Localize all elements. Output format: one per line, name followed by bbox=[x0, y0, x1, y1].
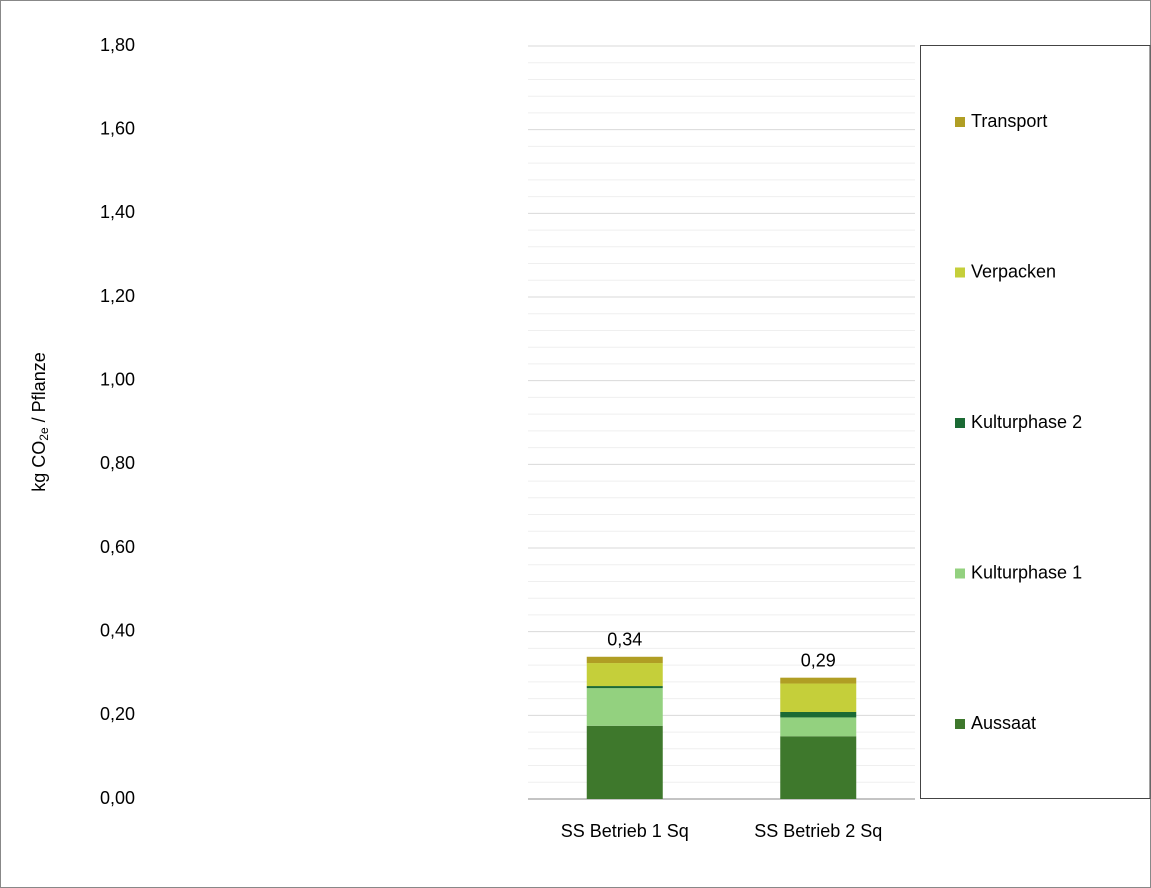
legend-label: Kulturphase 1 bbox=[971, 562, 1082, 582]
legend-swatch bbox=[955, 568, 965, 579]
y-tick-label: 0,40 bbox=[100, 620, 135, 640]
y-tick-label: 0,00 bbox=[100, 788, 135, 808]
legend-label: Verpacken bbox=[971, 261, 1056, 281]
bar-segment bbox=[780, 717, 857, 737]
bar-segment bbox=[780, 736, 857, 799]
bar-segment bbox=[586, 656, 663, 664]
y-axis-title: kg CO2e / Pflanze bbox=[29, 352, 51, 491]
legend-swatch bbox=[955, 418, 965, 428]
y-tick-label: 1,80 bbox=[100, 35, 135, 55]
bar-segment bbox=[780, 683, 857, 712]
x-tick-label: SS Betrieb 2 Sq bbox=[754, 821, 882, 841]
y-tick-label: 1,60 bbox=[100, 118, 135, 138]
bar-segment bbox=[586, 663, 663, 687]
y-tick-label: 0,20 bbox=[100, 704, 135, 724]
x-tick-label: SS Betrieb 1 Sq bbox=[561, 821, 689, 841]
legend-label: Transport bbox=[971, 111, 1047, 131]
total-label: 0,34 bbox=[607, 630, 642, 650]
y-tick-label: 1,20 bbox=[100, 286, 135, 306]
bar-segment bbox=[586, 686, 663, 689]
bar-segment bbox=[780, 711, 857, 718]
total-label: 0,29 bbox=[801, 650, 836, 670]
legend-swatch bbox=[955, 267, 965, 278]
y-tick-label: 1,00 bbox=[100, 369, 135, 389]
legend-label: Kulturphase 2 bbox=[971, 412, 1082, 432]
y-tick-label: 1,40 bbox=[100, 202, 135, 222]
bar-segment bbox=[780, 677, 857, 684]
bar-segment bbox=[586, 688, 663, 726]
y-tick-label: 0,80 bbox=[100, 453, 135, 473]
bar-segment bbox=[586, 725, 663, 799]
legend-swatch bbox=[955, 117, 965, 127]
legend-label: Aussaat bbox=[971, 713, 1036, 733]
legend-swatch bbox=[955, 719, 965, 729]
y-tick-label: 0,60 bbox=[100, 537, 135, 557]
